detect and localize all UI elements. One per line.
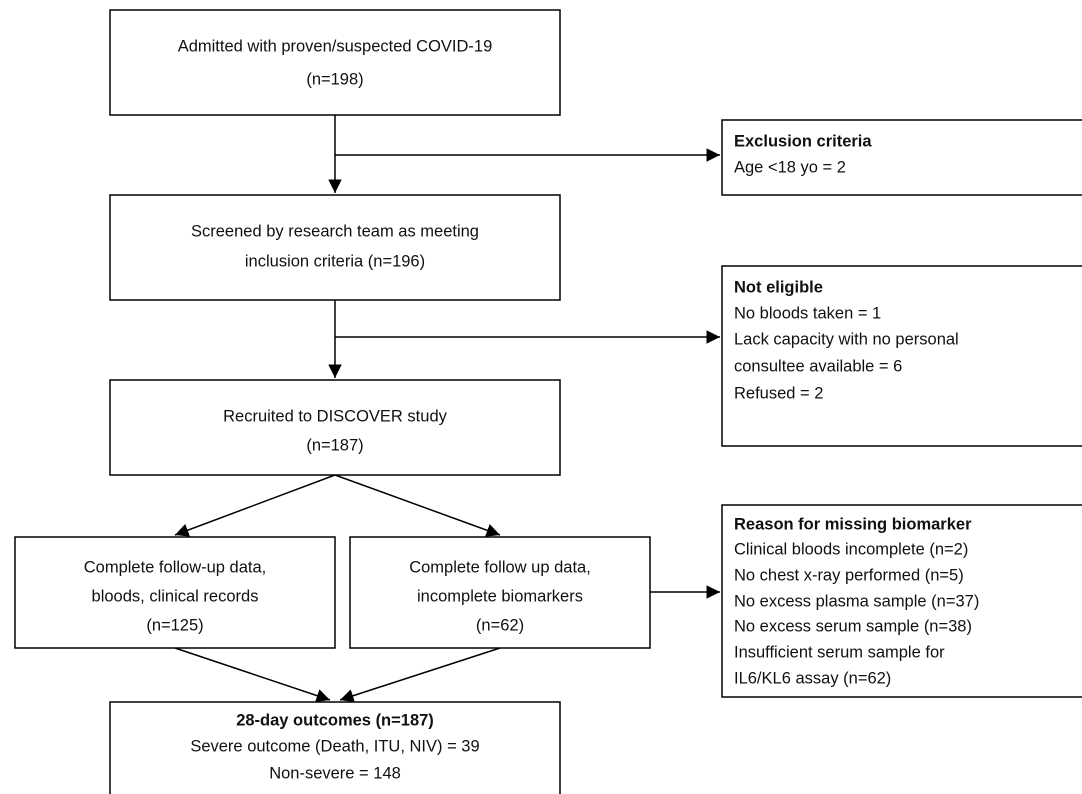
- box: [109, 379, 561, 476]
- node-text: No bloods taken = 1: [734, 304, 881, 322]
- node-title: Exclusion criteria: [734, 132, 872, 150]
- box: [109, 194, 561, 301]
- node-text: Non-severe = 148: [269, 764, 401, 782]
- node-text: No excess serum sample (n=38): [734, 617, 972, 635]
- node-text: inclusion criteria (n=196): [245, 252, 425, 270]
- node-text: Admitted with proven/suspected COVID-19: [178, 37, 493, 55]
- node-text: Refused = 2: [734, 384, 823, 402]
- node-text: Age <18 yo = 2: [734, 158, 846, 176]
- box: [109, 9, 561, 116]
- node-text: Complete follow up data,: [409, 558, 591, 576]
- box: [349, 536, 651, 649]
- node-text: (n=187): [306, 436, 363, 454]
- arrow: [334, 474, 501, 537]
- node-text: Screened by research team as meeting: [191, 222, 479, 240]
- node-text: (n=62): [476, 616, 524, 634]
- box: [721, 119, 1082, 196]
- box: [14, 536, 336, 649]
- node-text: Lack capacity with no personal: [734, 330, 959, 348]
- node-text: IL6/KL6 assay (n=62): [734, 669, 891, 687]
- node-title: Reason for missing biomarker: [734, 515, 972, 533]
- node-text: (n=125): [146, 616, 203, 634]
- arrow: [339, 647, 501, 703]
- arrow: [174, 474, 336, 537]
- arrow: [174, 647, 331, 703]
- node-text: bloods, clinical records: [92, 587, 259, 605]
- node-title: Not eligible: [734, 278, 823, 296]
- connectors: [174, 115, 720, 703]
- node-text: consultee available = 6: [734, 357, 902, 375]
- box: [721, 265, 1082, 447]
- node-text: Clinical bloods incomplete (n=2): [734, 540, 968, 558]
- node-text: incomplete biomarkers: [417, 587, 583, 605]
- node-text: No chest x-ray performed (n=5): [734, 566, 964, 584]
- box: [721, 504, 1082, 698]
- node-text: Recruited to DISCOVER study: [223, 407, 447, 425]
- node-text: (n=198): [306, 70, 363, 88]
- node-title: 28-day outcomes (n=187): [236, 711, 434, 729]
- node-text: No excess plasma sample (n=37): [734, 592, 979, 610]
- box: [109, 701, 561, 794]
- node-text: Insufficient serum sample for: [734, 643, 945, 661]
- node-text: Complete follow-up data,: [84, 558, 267, 576]
- node-text: Severe outcome (Death, ITU, NIV) = 39: [190, 737, 479, 755]
